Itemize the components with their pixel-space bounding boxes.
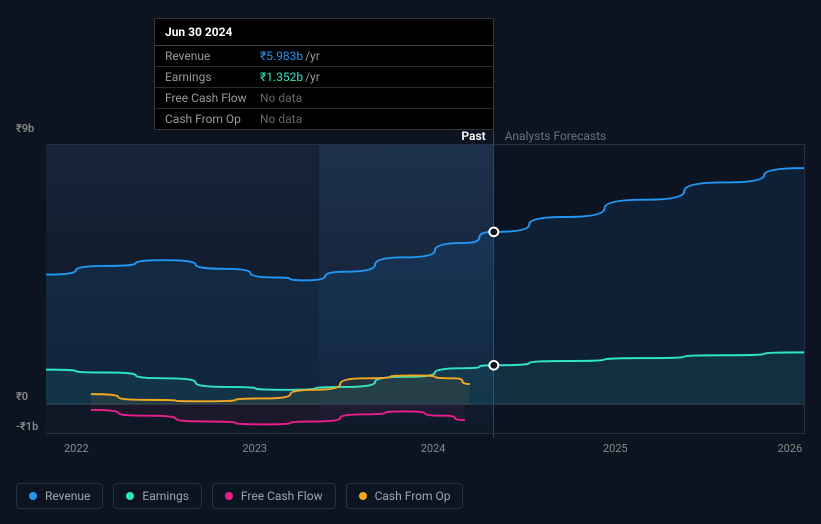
- revenue-marker: [489, 228, 498, 237]
- legend-item-earnings[interactable]: Earnings: [113, 483, 202, 509]
- x-axis-tick: 2024: [421, 442, 446, 455]
- tooltip-row-value: ₹5.983b: [260, 49, 303, 63]
- y-axis-label: ₹0: [16, 390, 28, 403]
- chart: ₹9b₹0-₹1b Past Analysts Forecasts 202220…: [16, 124, 805, 464]
- x-axis: 2022 2023 2024 2025 2026: [46, 442, 805, 456]
- tooltip-row-unit: /yr: [305, 70, 320, 84]
- tooltip-row-label: Earnings: [165, 70, 260, 84]
- tooltip-row-value: ₹1.352b: [260, 70, 303, 84]
- x-axis-tick: 2023: [242, 442, 267, 455]
- legend-label: Cash From Op: [375, 489, 451, 503]
- legend-label: Free Cash Flow: [241, 489, 323, 503]
- earnings-marker: [489, 361, 498, 370]
- y-axis-label: ₹9b: [16, 122, 34, 135]
- tooltip-row-label: Revenue: [165, 49, 260, 63]
- legend-swatch-icon: [29, 492, 37, 500]
- plot-area[interactable]: Past Analysts Forecasts: [46, 144, 805, 434]
- legend-swatch-icon: [126, 492, 134, 500]
- legend-item-revenue[interactable]: Revenue: [16, 483, 103, 509]
- x-axis-tick: 2026: [777, 442, 802, 455]
- tooltip-row-unit: /yr: [305, 49, 320, 63]
- legend: Revenue Earnings Free Cash Flow Cash From O…: [16, 483, 463, 509]
- chart-svg: [46, 145, 804, 433]
- x-axis-tick: 2022: [64, 442, 89, 455]
- tooltip-row: Earnings₹1.352b /yr: [155, 67, 493, 88]
- tooltip-row-nodata: No data: [260, 91, 302, 105]
- legend-label: Revenue: [45, 489, 90, 503]
- forecast-label: Analysts Forecasts: [505, 129, 607, 143]
- tooltip-row: Revenue₹5.983b /yr: [155, 46, 493, 67]
- tooltip-date: Jun 30 2024: [155, 19, 493, 46]
- legend-swatch-icon: [359, 492, 367, 500]
- tooltip-row: Cash From OpNo data: [155, 109, 493, 129]
- y-axis-label: -₹1b: [16, 420, 38, 433]
- tooltip-row-label: Free Cash Flow: [165, 91, 260, 105]
- legend-label: Earnings: [142, 489, 189, 503]
- legend-item-cash-from-op[interactable]: Cash From Op: [346, 483, 464, 509]
- x-axis-tick: 2025: [603, 442, 628, 455]
- tooltip-row-label: Cash From Op: [165, 112, 260, 126]
- legend-item-free-cash-flow[interactable]: Free Cash Flow: [212, 483, 336, 509]
- tooltip: Jun 30 2024 Revenue₹5.983b /yrEarnings₹1…: [154, 18, 494, 130]
- legend-swatch-icon: [225, 492, 233, 500]
- tooltip-row-nodata: No data: [260, 112, 302, 126]
- fcf-area: [91, 404, 465, 424]
- tooltip-row: Free Cash FlowNo data: [155, 88, 493, 109]
- past-label: Past: [461, 129, 485, 143]
